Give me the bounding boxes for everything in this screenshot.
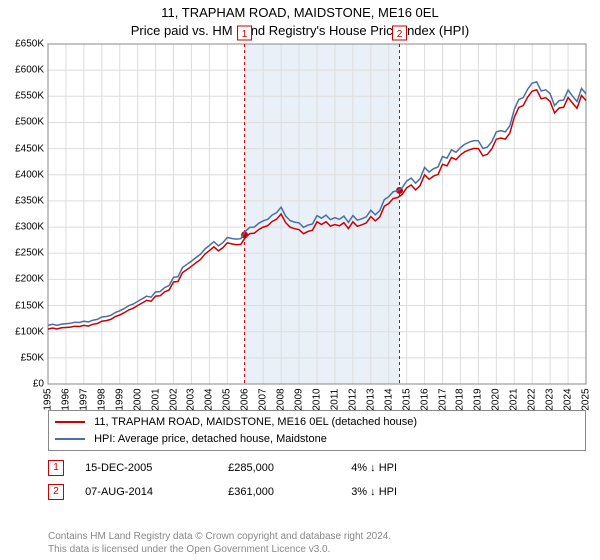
xtick-label: 2012 — [347, 388, 358, 410]
legend-item-2: HPI: Average price, detached house, Maid… — [55, 431, 579, 448]
sale-price-1: £285,000 — [228, 462, 348, 474]
sale-marker-2: 2 — [48, 484, 64, 500]
ytick-label: £650K — [4, 39, 44, 50]
legend: 11, TRAPHAM ROAD, MAIDSTONE, ME16 0EL (d… — [48, 410, 586, 451]
xtick-label: 2016 — [419, 388, 430, 410]
xtick-label: 2011 — [329, 389, 340, 411]
xtick-label: 2009 — [294, 388, 305, 410]
sale-date-2: 07-AUG-2014 — [85, 486, 225, 498]
xtick-label: 1998 — [96, 388, 107, 410]
xtick-label: 1995 — [43, 388, 54, 410]
xtick-label: 2014 — [383, 388, 394, 410]
svg-text:1: 1 — [242, 29, 248, 40]
ytick-label: £0 — [4, 379, 44, 390]
ytick-label: £200K — [4, 274, 44, 285]
sale-marker-1: 1 — [48, 460, 64, 476]
footer-line-1: Contains HM Land Registry data © Crown c… — [48, 530, 391, 543]
ytick-label: £300K — [4, 222, 44, 233]
xtick-label: 2003 — [186, 388, 197, 410]
sale-row-2: 2 07-AUG-2014 £361,000 3% ↓ HPI — [48, 480, 586, 504]
ytick-label: £350K — [4, 195, 44, 206]
legend-label-1: 11, TRAPHAM ROAD, MAIDSTONE, ME16 0EL (d… — [94, 416, 417, 428]
xtick-label: 2017 — [437, 388, 448, 410]
sales-table: 1 15-DEC-2005 £285,000 4% ↓ HPI 2 07-AUG… — [48, 456, 586, 504]
legend-swatch-1 — [55, 421, 85, 423]
xtick-label: 1996 — [60, 388, 71, 410]
xtick-label: 2010 — [312, 388, 323, 410]
xtick-label: 2020 — [491, 388, 502, 410]
xtick-label: 1997 — [78, 388, 89, 410]
sale-date-1: 15-DEC-2005 — [85, 462, 225, 474]
ytick-label: £550K — [4, 91, 44, 102]
ytick-label: £100K — [4, 326, 44, 337]
svg-text:2: 2 — [397, 29, 403, 40]
xtick-label: 1999 — [114, 388, 125, 410]
xtick-label: 2013 — [365, 388, 376, 410]
ytick-label: £150K — [4, 300, 44, 311]
xtick-label: 2022 — [527, 388, 538, 410]
xtick-label: 2019 — [473, 388, 484, 410]
xtick-label: 2000 — [132, 388, 143, 410]
xtick-label: 2006 — [240, 388, 251, 410]
footer-line-2: This data is licensed under the Open Gov… — [48, 543, 391, 556]
legend-item-1: 11, TRAPHAM ROAD, MAIDSTONE, ME16 0EL (d… — [55, 414, 579, 431]
ytick-label: £600K — [4, 65, 44, 76]
xtick-label: 2001 — [150, 388, 161, 410]
chart-container: 11, TRAPHAM ROAD, MAIDSTONE, ME16 0EL Pr… — [0, 0, 600, 560]
xtick-label: 2007 — [258, 388, 269, 410]
xtick-label: 2004 — [204, 388, 215, 410]
xtick-label: 2021 — [509, 388, 520, 410]
xtick-label: 2025 — [581, 388, 592, 410]
xtick-label: 2002 — [168, 388, 179, 410]
xtick-label: 2023 — [545, 388, 556, 410]
ytick-label: £250K — [4, 248, 44, 259]
ytick-label: £50K — [4, 352, 44, 363]
footer-attribution: Contains HM Land Registry data © Crown c… — [48, 530, 391, 556]
xtick-label: 2008 — [276, 388, 287, 410]
sale-price-2: £361,000 — [228, 486, 348, 498]
legend-label-2: HPI: Average price, detached house, Maid… — [94, 433, 327, 445]
ytick-label: £450K — [4, 143, 44, 154]
sale-diff-1: 4% ↓ HPI — [351, 462, 397, 474]
ytick-label: £500K — [4, 117, 44, 128]
ytick-label: £400K — [4, 169, 44, 180]
xtick-label: 2005 — [222, 388, 233, 410]
xtick-label: 2015 — [401, 388, 412, 410]
xtick-label: 2024 — [563, 388, 574, 410]
sale-diff-2: 3% ↓ HPI — [351, 486, 397, 498]
sale-row-1: 1 15-DEC-2005 £285,000 4% ↓ HPI — [48, 456, 586, 480]
xtick-label: 2018 — [455, 388, 466, 410]
legend-swatch-2 — [55, 438, 85, 440]
